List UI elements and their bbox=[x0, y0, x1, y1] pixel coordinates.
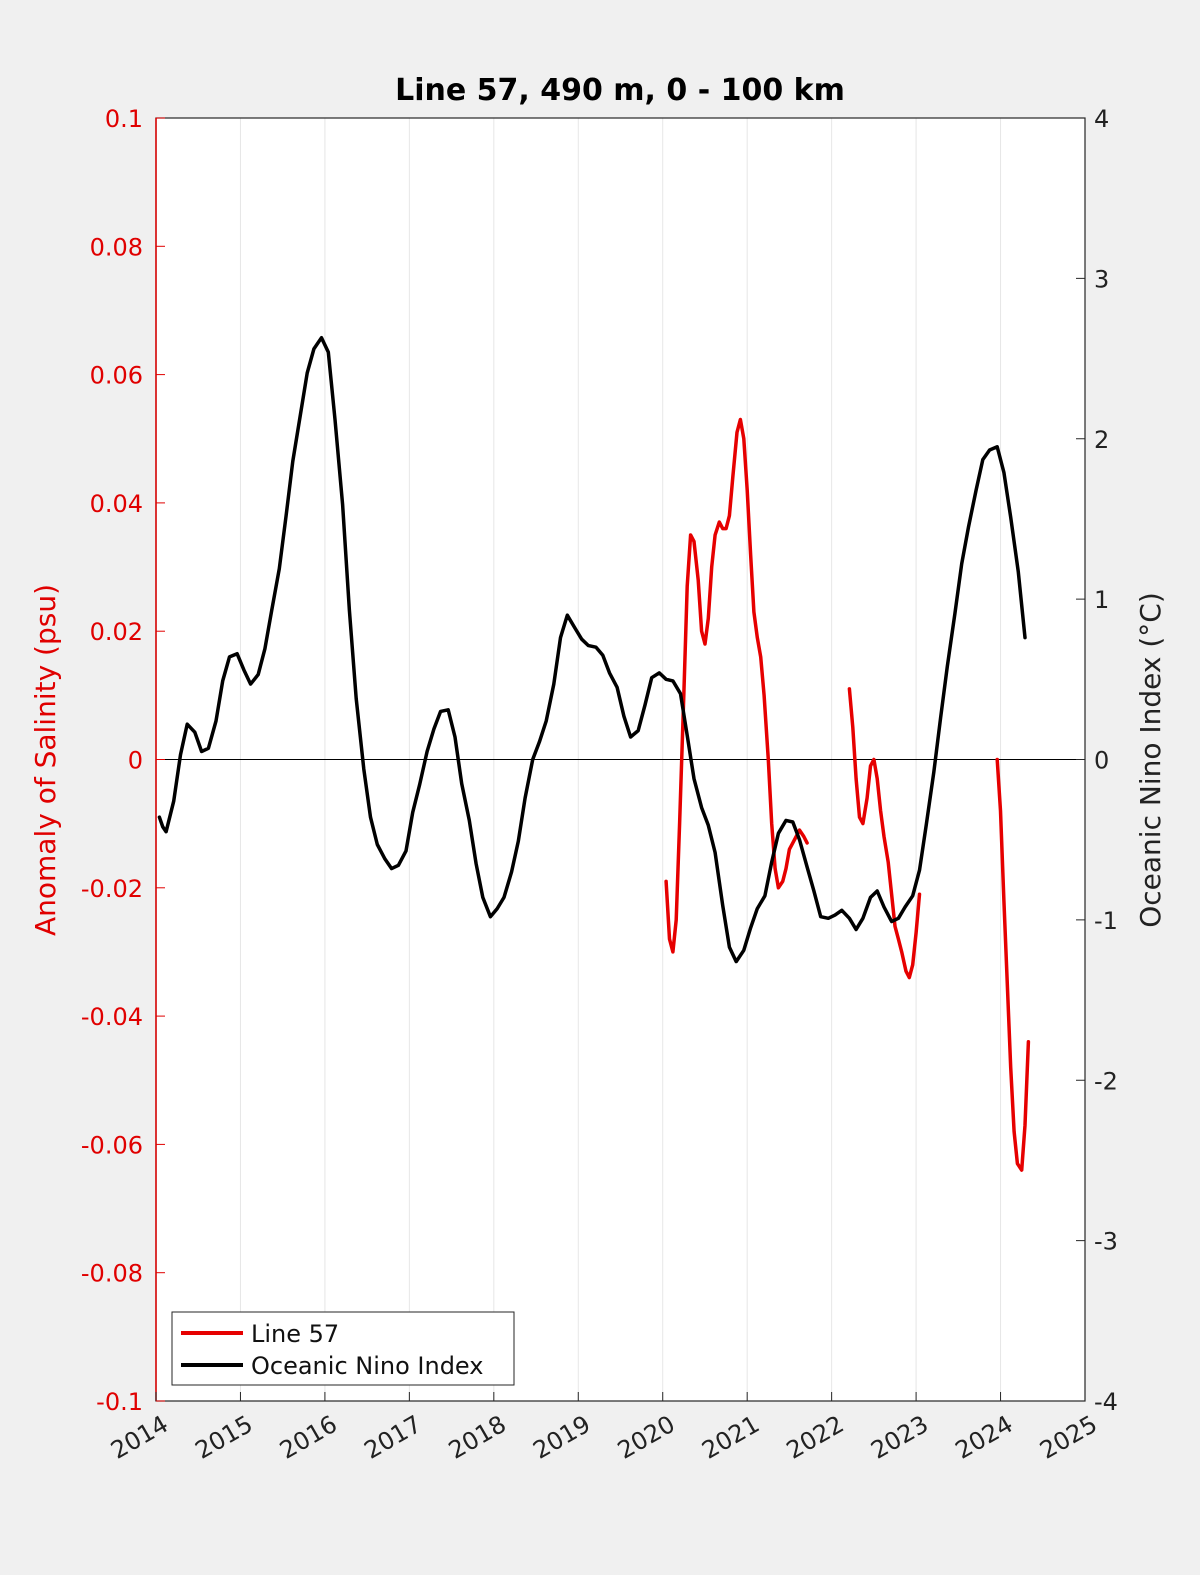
chart-title: Line 57, 490 m, 0 - 100 km bbox=[395, 73, 845, 108]
y-axis-label-right: Oceanic Nino Index (°C) bbox=[1134, 592, 1167, 928]
legend-label-line57: Line 57 bbox=[251, 1320, 339, 1348]
x-tick-label: 2023 bbox=[866, 1410, 933, 1465]
y-right-tick-label: -1 bbox=[1094, 907, 1118, 935]
x-tick-label: 2025 bbox=[1035, 1410, 1102, 1465]
y-left-tick-label: 0 bbox=[128, 747, 143, 775]
series-line-line-57-segment-1 bbox=[664, 417, 809, 954]
x-tick-label: 2018 bbox=[444, 1410, 511, 1465]
y-right-tick-label: -2 bbox=[1094, 1067, 1118, 1095]
x-tick-label: 2017 bbox=[359, 1410, 426, 1465]
y-left-tick-label: -0.06 bbox=[81, 1131, 143, 1159]
y-left-tick-label: 0.04 bbox=[90, 490, 143, 518]
y-left-tick-label: -0.04 bbox=[81, 1003, 143, 1031]
y-right-tick-label: -4 bbox=[1094, 1388, 1118, 1416]
x-tick-label: 2024 bbox=[951, 1410, 1018, 1465]
y-left-tick-label: -0.02 bbox=[81, 875, 143, 903]
y-left-tick-label: 0.1 bbox=[105, 105, 143, 133]
x-tick-label: 2014 bbox=[106, 1410, 173, 1465]
y-left-tick-label: -0.1 bbox=[96, 1388, 143, 1416]
legend-box bbox=[171, 1311, 515, 1386]
y-axis-label-left: Anomaly of Salinity (psu) bbox=[29, 584, 62, 936]
y-left-tick-label: 0.06 bbox=[90, 362, 143, 390]
y-left-tick-label: -0.08 bbox=[81, 1260, 143, 1288]
y-right-tick-label: 3 bbox=[1094, 265, 1109, 293]
x-tick-label: 2019 bbox=[528, 1410, 595, 1465]
x-tick-label: 2020 bbox=[613, 1410, 680, 1465]
x-tick-label: 2016 bbox=[275, 1410, 342, 1465]
y-right-tick-label: -3 bbox=[1094, 1228, 1118, 1256]
series-layer bbox=[157, 335, 1031, 1172]
y-left-tick-label: 0.08 bbox=[90, 233, 143, 261]
x-tick-label: 2021 bbox=[697, 1410, 764, 1465]
y-right-tick-label: 4 bbox=[1094, 105, 1109, 133]
series-line-oceanic-nino-index-segment-1 bbox=[157, 335, 1027, 964]
series-line-line-57-segment-2 bbox=[847, 687, 922, 980]
y-right-tick-label: 0 bbox=[1094, 747, 1109, 775]
x-tick-label: 2022 bbox=[782, 1410, 849, 1465]
legend-label-oni: Oceanic Nino Index bbox=[251, 1352, 483, 1380]
series-line-line-57-segment-3 bbox=[995, 757, 1031, 1172]
y-left-tick-label: 0.02 bbox=[90, 618, 143, 646]
y-right-tick-label: 1 bbox=[1094, 586, 1109, 614]
y-right-tick-label: 2 bbox=[1094, 426, 1109, 454]
legend: Line 57 Oceanic Nino Index bbox=[171, 1311, 515, 1386]
x-tick-label: 2015 bbox=[191, 1410, 258, 1465]
